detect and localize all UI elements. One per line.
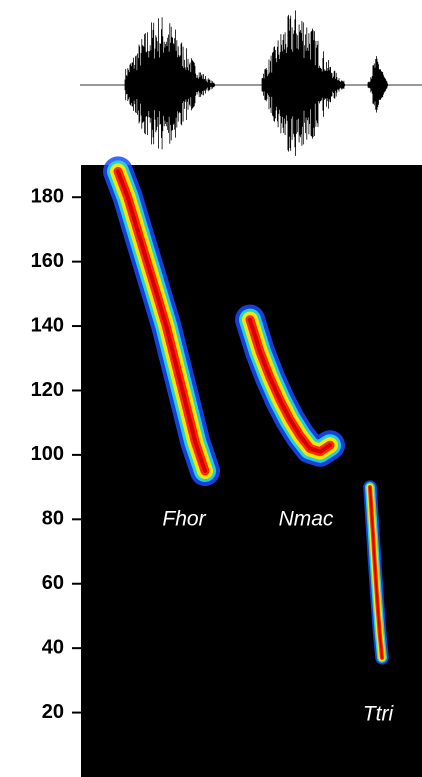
y-tick-label: 80 bbox=[42, 508, 64, 530]
y-tick-label: 160 bbox=[31, 250, 64, 272]
y-tick-label: 60 bbox=[42, 572, 64, 594]
y-tick-label: 20 bbox=[42, 701, 64, 723]
y-tick-label: 120 bbox=[31, 379, 64, 401]
waveform-trace bbox=[124, 10, 388, 156]
y-tick-label: 100 bbox=[31, 443, 64, 465]
call-contour bbox=[369, 486, 383, 659]
call-contour bbox=[116, 169, 207, 473]
call-label: Ttri bbox=[363, 703, 395, 726]
y-tick-label: 180 bbox=[31, 185, 64, 207]
waveform bbox=[80, 10, 422, 156]
call-contour bbox=[248, 317, 332, 454]
call-label: Fhor bbox=[162, 508, 206, 531]
y-tick-label: 140 bbox=[31, 314, 64, 336]
call-label: Nmac bbox=[279, 508, 334, 531]
y-tick-label: 40 bbox=[42, 636, 64, 658]
